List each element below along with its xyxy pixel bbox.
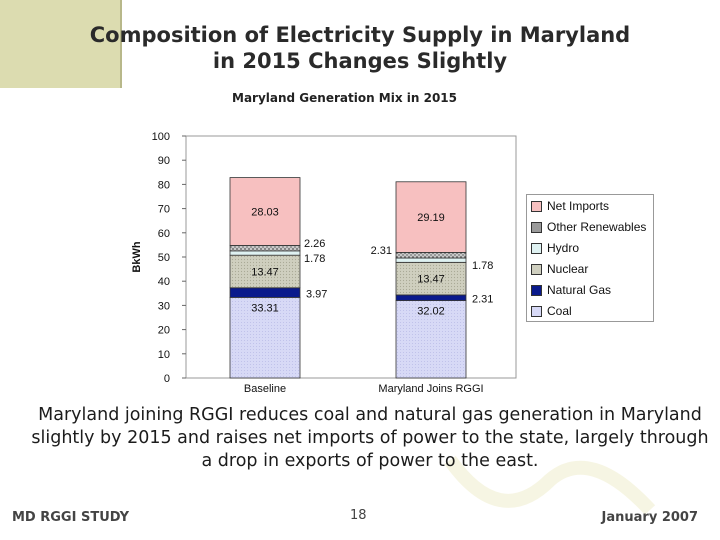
y-tick-label: 20 bbox=[158, 325, 170, 337]
slide-caption: Maryland joining RGGI reduces coal and n… bbox=[31, 405, 709, 471]
legend-label: Other Renewables bbox=[547, 220, 647, 234]
y-tick-label: 40 bbox=[158, 276, 170, 288]
bar-segment-natural-gas bbox=[395, 294, 467, 301]
corner-decoration bbox=[0, 0, 120, 88]
x-category-label: Maryland Joins RGGI bbox=[378, 383, 483, 395]
footer-date: January 2007 bbox=[601, 510, 698, 525]
data-label: 2.31 bbox=[472, 294, 493, 306]
y-tick-label: 60 bbox=[158, 228, 170, 240]
y-tick-label: 70 bbox=[158, 204, 170, 216]
data-label: 13.47 bbox=[417, 274, 445, 286]
corner-divider bbox=[120, 0, 122, 88]
bar-segment-coal bbox=[395, 300, 467, 379]
data-label: 29.19 bbox=[417, 212, 445, 224]
data-label: 3.97 bbox=[306, 289, 327, 301]
y-axis-label: BkWh bbox=[131, 241, 143, 272]
slide-title-line1: Composition of Electricity Supply in Mar… bbox=[89, 23, 631, 47]
legend-swatch bbox=[531, 243, 542, 255]
legend-item-net-imports: Net Imports bbox=[531, 199, 609, 215]
bar-segment-net-imports bbox=[229, 177, 301, 246]
bar-segment-natural-gas bbox=[229, 287, 301, 298]
legend-label: Coal bbox=[547, 304, 572, 318]
legend-item-nuclear: Nuclear bbox=[531, 262, 588, 278]
y-tick-label: 30 bbox=[158, 300, 170, 312]
bar-segment-nuclear bbox=[229, 254, 301, 289]
chart-title: Maryland Generation Mix in 2015 bbox=[232, 91, 458, 105]
slide-title-line2: in 2015 Changes Slightly bbox=[212, 49, 508, 73]
legend-swatch bbox=[531, 306, 542, 318]
data-label: 32.02 bbox=[417, 306, 445, 318]
legend-swatch bbox=[531, 201, 542, 213]
legend-label: Hydro bbox=[547, 241, 580, 255]
legend-swatch bbox=[531, 222, 542, 234]
chart-legend: Net Imports Other Renewables Hydro Nuclear N… bbox=[526, 194, 654, 322]
bar-segment-hydro bbox=[395, 257, 467, 263]
legend-label: Natural Gas bbox=[547, 283, 612, 297]
bar-segment-other-renewables bbox=[395, 252, 467, 259]
legend-label: Net Imports bbox=[547, 199, 610, 213]
y-tick-label: 100 bbox=[152, 131, 170, 143]
generation-mix-chart: 0 10 20 30 40 50 60 70 80 90 100 BkWh 33.31 3.97 13.47… bbox=[131, 131, 517, 395]
y-tick-label: 90 bbox=[158, 155, 170, 167]
data-label: 2.26 bbox=[304, 238, 325, 250]
bar-segment-coal bbox=[229, 296, 301, 379]
legend-item-coal: Coal bbox=[531, 304, 572, 320]
legend-label: Nuclear bbox=[547, 262, 589, 276]
legend-item-hydro: Hydro bbox=[531, 241, 579, 257]
x-category-label: Baseline bbox=[244, 383, 286, 395]
page-number: 18 bbox=[350, 508, 367, 523]
legend-swatch bbox=[531, 285, 542, 297]
bar-segment-nuclear bbox=[395, 261, 467, 296]
bar-segment-other-renewables bbox=[229, 245, 301, 252]
data-label: 33.31 bbox=[251, 302, 279, 314]
footer-study-name: MD RGGI STUDY bbox=[12, 510, 130, 525]
watermark-logo bbox=[444, 455, 656, 515]
data-label: 1.78 bbox=[472, 260, 493, 272]
data-label: 28.03 bbox=[251, 206, 279, 218]
bar-segment-net-imports bbox=[395, 181, 467, 253]
data-label: 13.47 bbox=[251, 266, 279, 278]
y-tick-label: 10 bbox=[158, 349, 170, 361]
bar-segment-hydro bbox=[229, 250, 301, 256]
y-tick-label: 0 bbox=[164, 373, 170, 385]
legend-item-other-renewables: Other Renewables bbox=[531, 220, 646, 236]
slide-title: Composition of Electricity Supply in Mar… bbox=[0, 22, 720, 74]
legend-item-natural-gas: Natural Gas bbox=[531, 283, 611, 299]
data-label: 2.31 bbox=[371, 245, 392, 257]
legend-swatch bbox=[531, 264, 542, 276]
y-tick-label: 50 bbox=[158, 252, 170, 264]
data-label: 1.78 bbox=[304, 253, 325, 265]
y-tick-label: 80 bbox=[158, 179, 170, 191]
